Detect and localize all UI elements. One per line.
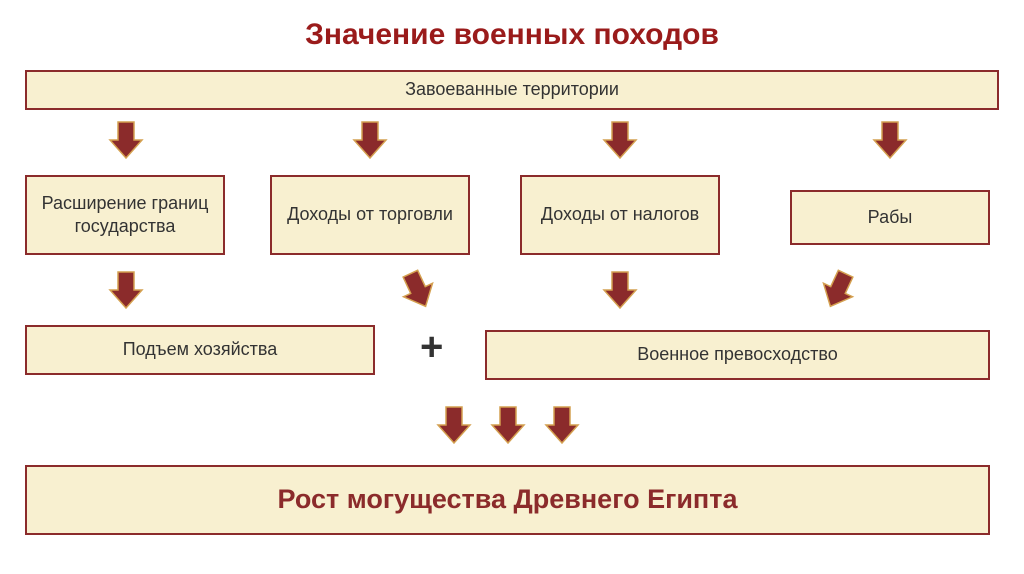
box-bottom: Рост могущества Древнего Египта <box>25 465 990 535</box>
arrow-down-icon <box>544 405 580 445</box>
arrow-down-icon <box>436 405 472 445</box>
arrow-down-icon <box>352 120 388 160</box>
arrow-down-icon <box>393 264 443 315</box>
arrow-down-icon <box>602 120 638 160</box>
box-top: Завоеванные территории <box>25 70 999 110</box>
box-row2-2: Доходы от налогов <box>520 175 720 255</box>
diagram-title: Значение военных походов <box>0 0 1024 64</box>
arrow-down-icon <box>872 120 908 160</box>
box-row2-0: Расширение границ государства <box>25 175 225 255</box>
plus-symbol: + <box>420 325 443 370</box>
box-row2-3: Рабы <box>790 190 990 245</box>
box-row2-1: Доходы от торговли <box>270 175 470 255</box>
arrow-down-icon <box>108 270 144 310</box>
arrow-down-icon <box>602 270 638 310</box>
arrow-down-icon <box>813 264 863 315</box>
arrow-down-icon <box>490 405 526 445</box>
box-row3-1: Военное превосходство <box>485 330 990 380</box>
box-row3-0: Подъем хозяйства <box>25 325 375 375</box>
arrow-down-icon <box>108 120 144 160</box>
